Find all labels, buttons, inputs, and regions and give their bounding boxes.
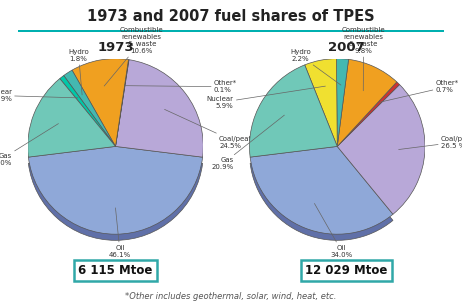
Text: Combustible
renewables
& waste
10.6%: Combustible renewables & waste 10.6% [104,27,164,86]
Text: Nuclear
0.9%: Nuclear 0.9% [0,89,78,102]
Wedge shape [336,59,348,146]
Wedge shape [337,59,397,146]
Wedge shape [250,153,393,240]
Text: Hydro
1.8%: Hydro 1.8% [68,49,89,95]
Text: Oil
46.1%: Oil 46.1% [109,208,131,258]
Text: 6 115 Mtoe: 6 115 Mtoe [79,264,152,277]
Wedge shape [60,76,116,146]
Text: Oil
34.0%: Oil 34.0% [315,203,353,258]
Text: Gas
16.0%: Gas 16.0% [0,124,59,166]
Text: 1973: 1973 [97,41,134,54]
Wedge shape [64,70,116,146]
Text: Gas
20.9%: Gas 20.9% [212,115,285,170]
Wedge shape [116,60,129,146]
Wedge shape [250,146,393,234]
Text: Other*
0.7%: Other* 0.7% [380,80,459,102]
Wedge shape [28,79,116,157]
Text: Nuclear
5.9%: Nuclear 5.9% [207,86,325,109]
Text: Combustible
renewables
& waste
9.8%: Combustible renewables & waste 9.8% [342,27,385,91]
Wedge shape [72,59,128,146]
Wedge shape [28,153,203,240]
Wedge shape [337,84,425,214]
Wedge shape [305,59,337,146]
Text: 1973 and 2007 fuel shares of TPES: 1973 and 2007 fuel shares of TPES [87,9,375,24]
Text: 12 029 Mtoe: 12 029 Mtoe [305,264,388,277]
Text: *Other includes geothermal, solar, wind, heat, etc.: *Other includes geothermal, solar, wind,… [125,293,337,301]
Text: Coal/peat
26.5 %: Coal/peat 26.5 % [399,136,462,150]
Text: Other*
0.1%: Other* 0.1% [125,80,237,93]
Text: Hydro
2.2%: Hydro 2.2% [290,49,341,85]
Text: Coal/peat
24.5%: Coal/peat 24.5% [164,109,252,148]
Text: 2007: 2007 [328,41,365,54]
Wedge shape [337,82,400,146]
Wedge shape [116,60,203,157]
Wedge shape [28,146,203,234]
Wedge shape [249,65,337,157]
